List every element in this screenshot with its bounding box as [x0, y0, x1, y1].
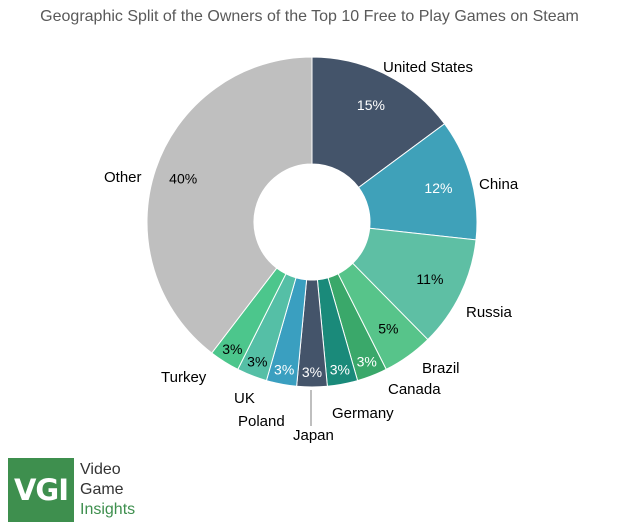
- percent-label-uk: 3%: [247, 354, 267, 370]
- slice-united-states: [311, 56, 446, 189]
- slice-other: [146, 56, 313, 354]
- category-label-other: Other: [104, 169, 142, 186]
- category-label-russia: Russia: [466, 304, 513, 321]
- logo-line-3: Insights: [80, 501, 136, 518]
- percent-label-japan: 3%: [302, 364, 322, 380]
- category-label-china: China: [479, 176, 519, 193]
- logo-wordmark: Video Game Insights: [80, 460, 135, 520]
- category-label-uk: UK: [234, 390, 255, 407]
- percent-labels-group: 15% 12% 11% 5% 3% 3% 3% 3% 3% 3% 40%: [169, 97, 452, 380]
- category-label-canada: Canada: [388, 381, 441, 398]
- category-label-united-states: United States: [383, 59, 473, 76]
- percent-label-canada: 3%: [357, 354, 377, 370]
- chart-title: Geographic Split of the Owners of the To…: [40, 8, 579, 25]
- percent-label-other: 40%: [169, 170, 197, 186]
- category-label-turkey: Turkey: [161, 369, 207, 386]
- percent-label-brazil: 5%: [378, 320, 398, 336]
- percent-label-united-states: 15%: [357, 97, 385, 113]
- slice-china: [357, 123, 478, 241]
- vgi-logo: VGI Video Game Insights: [8, 458, 158, 522]
- percent-label-china: 12%: [424, 180, 452, 196]
- logo-line-2: Game: [80, 481, 124, 498]
- logo-line-1: Video: [80, 461, 121, 478]
- category-labels-group: United States China Russia Brazil Canada Germ…: [104, 59, 519, 444]
- category-label-germany: Germany: [332, 405, 394, 422]
- category-label-brazil: Brazil: [422, 360, 460, 377]
- percent-label-poland: 3%: [274, 361, 294, 377]
- logo-mark: VGI: [8, 458, 74, 522]
- category-label-poland: Poland: [238, 413, 285, 430]
- percent-label-germany: 3%: [330, 361, 350, 377]
- percent-label-russia: 11%: [416, 271, 443, 287]
- category-label-japan: Japan: [293, 427, 334, 444]
- slices-group: [146, 56, 478, 388]
- percent-label-turkey: 3%: [222, 341, 242, 357]
